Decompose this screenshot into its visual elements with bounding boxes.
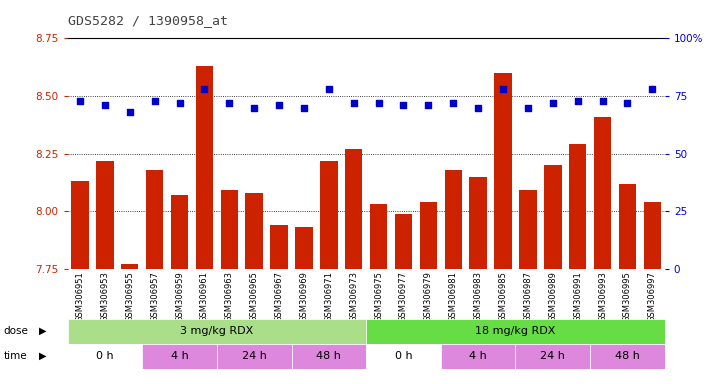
Bar [295, 227, 313, 269]
Text: 18 mg/kg RDX: 18 mg/kg RDX [475, 326, 556, 336]
Bar [370, 204, 387, 269]
Text: 24 h: 24 h [242, 351, 267, 361]
Text: GSM306951: GSM306951 [75, 271, 85, 322]
Point [100, 102, 111, 108]
Bar [196, 66, 213, 269]
Point [647, 86, 658, 92]
Bar [217, 344, 292, 369]
Text: GSM306957: GSM306957 [150, 271, 159, 322]
Point [423, 102, 434, 108]
Bar [142, 344, 217, 369]
Point [324, 86, 335, 92]
Bar [569, 144, 587, 269]
Text: dose: dose [4, 326, 28, 336]
Text: 3 mg/kg RDX: 3 mg/kg RDX [180, 326, 254, 336]
Point [373, 100, 385, 106]
Point [448, 100, 459, 106]
Text: GSM306955: GSM306955 [125, 271, 134, 322]
Point [498, 86, 509, 92]
Point [473, 104, 484, 111]
Text: GSM306959: GSM306959 [175, 271, 184, 322]
Text: GSM306981: GSM306981 [449, 271, 458, 322]
Text: GSM306977: GSM306977 [399, 271, 408, 322]
Bar [292, 344, 366, 369]
Text: ▶: ▶ [39, 326, 47, 336]
Bar [71, 181, 89, 269]
Text: GSM306967: GSM306967 [274, 271, 284, 322]
Point [199, 86, 210, 92]
Point [597, 98, 609, 104]
Bar [515, 344, 590, 369]
Text: 48 h: 48 h [615, 351, 640, 361]
Text: 0 h: 0 h [395, 351, 412, 361]
Bar [590, 344, 665, 369]
Bar [444, 170, 462, 269]
Bar [366, 319, 665, 344]
Bar [643, 202, 661, 269]
Bar [366, 344, 441, 369]
Bar [68, 344, 142, 369]
Bar [96, 161, 114, 269]
Bar [68, 319, 366, 344]
Text: GSM306993: GSM306993 [598, 271, 607, 322]
Point [572, 98, 584, 104]
Bar [171, 195, 188, 269]
Text: GSM306983: GSM306983 [474, 271, 483, 322]
Text: GSM306969: GSM306969 [299, 271, 309, 322]
Point [149, 98, 161, 104]
Text: GSM306971: GSM306971 [324, 271, 333, 322]
Bar [544, 165, 562, 269]
Text: 0 h: 0 h [96, 351, 114, 361]
Point [522, 104, 533, 111]
Bar [441, 344, 515, 369]
Bar [419, 202, 437, 269]
Bar [494, 73, 512, 269]
Text: GSM306953: GSM306953 [100, 271, 109, 322]
Bar [345, 149, 363, 269]
Text: GSM306963: GSM306963 [225, 271, 234, 322]
Point [274, 102, 285, 108]
Text: 4 h: 4 h [171, 351, 188, 361]
Text: GSM306991: GSM306991 [573, 271, 582, 322]
Point [348, 100, 360, 106]
Point [398, 102, 410, 108]
Text: 24 h: 24 h [540, 351, 565, 361]
Bar [395, 214, 412, 269]
Bar [320, 161, 338, 269]
Point [224, 100, 235, 106]
Text: GDS5282 / 1390958_at: GDS5282 / 1390958_at [68, 14, 228, 27]
Point [174, 100, 186, 106]
Point [124, 109, 136, 115]
Bar [594, 117, 611, 269]
Text: GSM306973: GSM306973 [349, 271, 358, 322]
Bar [146, 170, 164, 269]
Text: GSM306961: GSM306961 [200, 271, 209, 322]
Text: GSM306995: GSM306995 [623, 271, 632, 322]
Text: 48 h: 48 h [316, 351, 341, 361]
Text: GSM306997: GSM306997 [648, 271, 657, 322]
Text: ▶: ▶ [39, 351, 47, 361]
Text: GSM306985: GSM306985 [498, 271, 508, 322]
Bar [619, 184, 636, 269]
Text: GSM306989: GSM306989 [548, 271, 557, 322]
Point [249, 104, 260, 111]
Text: GSM306979: GSM306979 [424, 271, 433, 322]
Bar [121, 264, 139, 269]
Text: time: time [4, 351, 27, 361]
Text: GSM306965: GSM306965 [250, 271, 259, 322]
Point [299, 104, 310, 111]
Text: 4 h: 4 h [469, 351, 487, 361]
Point [622, 100, 634, 106]
Point [75, 98, 86, 104]
Point [547, 100, 559, 106]
Text: GSM306975: GSM306975 [374, 271, 383, 322]
Text: GSM306987: GSM306987 [523, 271, 533, 322]
Bar [245, 193, 263, 269]
Bar [220, 190, 238, 269]
Bar [469, 177, 487, 269]
Bar [270, 225, 288, 269]
Bar [519, 190, 537, 269]
